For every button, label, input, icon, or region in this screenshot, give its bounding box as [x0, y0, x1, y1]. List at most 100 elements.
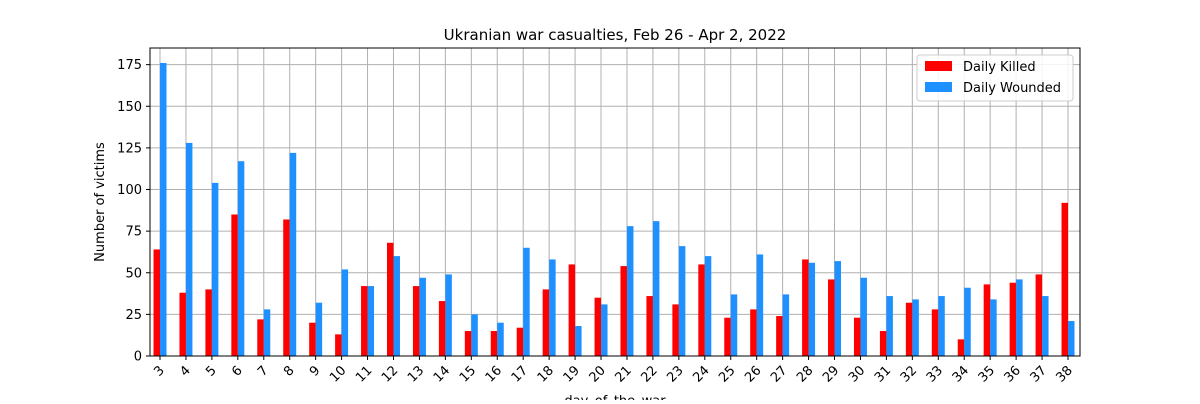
- bar-daily-wounded: [1068, 321, 1075, 356]
- bar-daily-wounded: [990, 299, 997, 356]
- x-tick-label: 26: [742, 363, 764, 385]
- bar-daily-killed: [802, 259, 809, 356]
- bar-daily-wounded: [964, 287, 971, 356]
- x-tick-label: 11: [353, 363, 375, 385]
- bar-daily-killed: [983, 284, 991, 356]
- bar-daily-wounded: [289, 152, 297, 356]
- bar-daily-killed: [438, 301, 446, 356]
- x-tick-label: 25: [716, 363, 738, 385]
- bar-daily-wounded: [263, 309, 271, 356]
- bar-daily-killed: [957, 339, 965, 356]
- bar-daily-wounded: [938, 296, 945, 356]
- bar-daily-killed: [1035, 274, 1043, 356]
- bar-daily-wounded: [652, 221, 660, 356]
- bar-daily-killed: [750, 309, 757, 356]
- bar-daily-wounded: [419, 277, 426, 356]
- x-tick-label: 16: [483, 363, 505, 385]
- y-tick-label: 175: [117, 58, 142, 73]
- bar-daily-killed: [516, 327, 524, 356]
- x-tick-label: 5: [203, 363, 219, 379]
- x-tick-label: 8: [281, 363, 297, 379]
- bars-layer: [153, 62, 1075, 356]
- bar-daily-killed: [231, 214, 238, 356]
- bar-daily-killed: [309, 322, 316, 356]
- x-tick-label: 7: [255, 363, 271, 379]
- x-tick-label: 4: [177, 363, 193, 379]
- x-tick-label: 36: [1002, 363, 1024, 385]
- x-tick-label: 33: [924, 363, 946, 385]
- x-tick-label: 15: [457, 363, 479, 385]
- x-tick-label: 30: [846, 363, 868, 385]
- bar-daily-wounded: [601, 304, 608, 356]
- x-tick-label: 20: [587, 363, 609, 385]
- bar-daily-wounded: [886, 296, 893, 356]
- legend-frame: [916, 54, 1074, 102]
- bar-daily-wounded: [678, 246, 686, 356]
- bar-daily-wounded: [912, 299, 919, 356]
- bar-daily-wounded: [523, 247, 530, 356]
- bar-daily-wounded: [860, 277, 867, 356]
- legend: Daily Killed Daily Wounded: [916, 54, 1074, 102]
- bar-daily-killed: [1061, 202, 1068, 356]
- x-tick-label: 21: [612, 363, 634, 385]
- y-axis: 0 25 50 75 100 125 150 175: [117, 58, 150, 365]
- x-tick-label: 24: [690, 363, 712, 385]
- plot-frame: [149, 47, 1081, 357]
- bar-daily-killed: [594, 297, 602, 356]
- bar-daily-killed: [387, 242, 394, 356]
- bar-daily-wounded: [1016, 279, 1023, 356]
- bar-daily-wounded: [367, 286, 375, 356]
- bar-daily-killed: [361, 286, 368, 356]
- x-tick-label: 37: [1028, 363, 1050, 385]
- bar-daily-killed: [879, 331, 887, 356]
- x-tick-label: 6: [229, 363, 245, 379]
- bar-daily-killed: [542, 289, 550, 356]
- bar-daily-killed: [179, 292, 186, 356]
- bar-daily-killed: [153, 249, 160, 356]
- bar-daily-wounded: [341, 269, 349, 356]
- bar-daily-killed: [568, 264, 576, 356]
- bar-daily-killed: [412, 286, 420, 356]
- x-tick-label: 18: [535, 363, 557, 385]
- x-tick-label: 12: [379, 363, 401, 385]
- bar-daily-wounded: [497, 322, 504, 356]
- y-tick-label: 100: [117, 183, 142, 198]
- bar-daily-killed: [905, 302, 913, 356]
- bar-daily-wounded: [315, 302, 323, 356]
- x-tick-label: 28: [794, 363, 816, 385]
- bar-daily-wounded: [237, 161, 245, 356]
- y-tick-label: 0: [134, 350, 142, 365]
- bar-daily-killed: [853, 317, 861, 356]
- bar-daily-wounded: [185, 142, 193, 356]
- x-tick-label: 32: [898, 363, 920, 385]
- x-tick-label: 27: [768, 363, 790, 385]
- x-tick-label: 29: [820, 363, 842, 385]
- bar-daily-wounded: [1042, 296, 1049, 356]
- x-tick-label: 13: [405, 363, 427, 385]
- y-tick-label: 75: [125, 225, 142, 240]
- bar-daily-wounded: [782, 294, 790, 356]
- bar-daily-killed: [490, 331, 498, 356]
- x-tick-label: 14: [431, 363, 453, 385]
- bar-daily-killed: [283, 219, 290, 356]
- x-tick-label: 34: [950, 363, 972, 385]
- chart-title: Ukranian war casualties, Feb 26 - Apr 2,…: [444, 26, 787, 44]
- bar-daily-killed: [828, 279, 835, 356]
- bar-daily-wounded: [756, 254, 764, 356]
- bar-daily-killed: [698, 264, 705, 356]
- x-tick-label: 3: [151, 363, 167, 379]
- bar-daily-killed: [257, 319, 264, 356]
- y-tick-label: 125: [117, 141, 142, 156]
- bar-daily-wounded: [393, 256, 400, 356]
- bar-daily-wounded: [445, 274, 452, 356]
- bar-daily-wounded: [704, 256, 712, 356]
- bar-daily-killed: [931, 309, 939, 356]
- bar-daily-wounded: [730, 294, 738, 356]
- x-tick-label: 10: [327, 363, 349, 385]
- legend-swatch-daily-killed: [925, 61, 952, 71]
- x-tick-label: 22: [638, 363, 660, 385]
- bar-daily-wounded: [549, 259, 556, 356]
- x-tick-label: 35: [976, 363, 998, 385]
- bar-daily-wounded: [808, 262, 816, 356]
- bar-daily-killed: [464, 331, 472, 356]
